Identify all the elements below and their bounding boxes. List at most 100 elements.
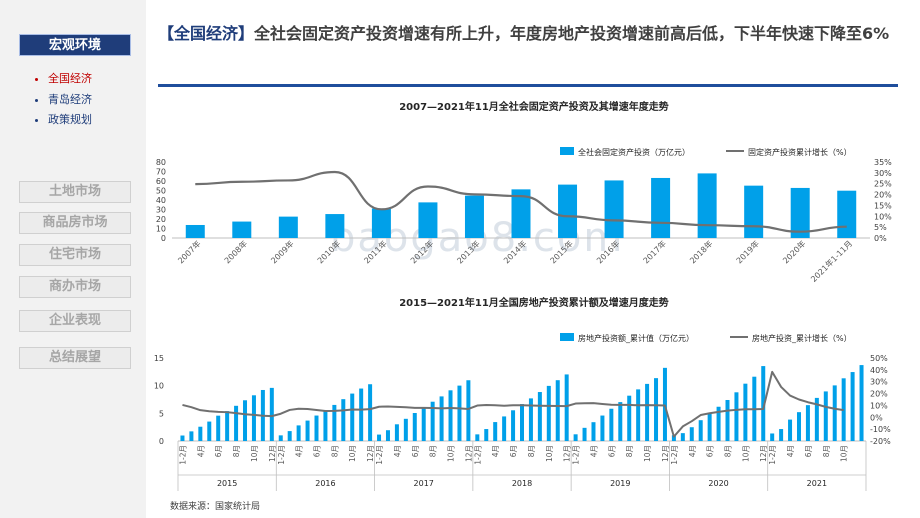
x-tick-label: 8月: [625, 445, 634, 457]
title-divider: [158, 84, 898, 87]
nav-button-office[interactable]: 商办市场: [19, 276, 131, 298]
nav-button-commercial-housing[interactable]: 商品房市场: [19, 212, 131, 234]
x-tick-label: 2008年: [222, 238, 249, 265]
y-left-tick-label: 20: [156, 215, 166, 224]
bar: [475, 434, 480, 441]
legend-label-line: 房地产投资_累计增长（%）: [752, 333, 852, 343]
y-right-tick-label: 20%: [874, 191, 892, 200]
nav-tab-macro[interactable]: 宏观环境: [19, 34, 131, 56]
y-left-tick-label: 50: [156, 187, 166, 196]
x-tick-label: 1-2月: [375, 445, 384, 465]
sidebar: 宏观环境 全国经济 青岛经济 政策规划 土地市场 商品房市场 住宅市场 商办市场…: [0, 0, 146, 518]
chart-title: 2007—2021年11月全社会固定资产投资及其增速年度走势: [399, 100, 669, 113]
x-tick-label: 2016年: [594, 238, 621, 265]
bar: [743, 383, 748, 441]
x-tick-label: 6月: [607, 445, 616, 457]
bar: [520, 404, 524, 441]
y-left-tick-label: 40: [156, 196, 166, 205]
bar: [716, 406, 721, 441]
nav-button-land[interactable]: 土地市场: [19, 181, 131, 203]
year-label: 2020: [708, 479, 728, 488]
bullet-icon: [35, 118, 38, 122]
bar: [645, 383, 650, 441]
x-tick-label: 12月: [661, 445, 670, 462]
subnav-item-qingdao-economy[interactable]: 青岛经济: [35, 91, 92, 107]
x-tick-label: 10月: [250, 445, 259, 462]
nav-button-enterprise[interactable]: 企业表现: [19, 310, 131, 332]
x-tick-label: 2015年: [548, 238, 575, 265]
year-label: 2021: [807, 479, 827, 488]
x-tick-label: 8月: [330, 445, 339, 457]
x-tick-label: 2010年: [315, 238, 342, 265]
x-tick-label: 10月: [741, 445, 750, 462]
bar: [225, 411, 230, 441]
x-tick-label: 1-2月: [277, 445, 286, 465]
x-tick-label: 2017年: [641, 238, 668, 265]
bar: [573, 434, 578, 441]
bar: [734, 392, 739, 441]
bar: [502, 416, 507, 441]
bar: [243, 400, 248, 441]
bar: [582, 427, 587, 441]
bar: [511, 189, 531, 238]
bar: [278, 435, 283, 441]
x-tick-label: 6月: [706, 445, 715, 457]
year-label: 2016: [315, 479, 335, 488]
bar: [689, 427, 694, 441]
x-tick-label: 8月: [527, 445, 536, 457]
bar: [377, 434, 382, 441]
chart-title: 2015—2021年11月全国房地产投资累计额及增速月度走势: [399, 296, 669, 309]
bar: [796, 412, 801, 441]
bar: [368, 384, 373, 441]
bar: [287, 431, 292, 441]
bar: [269, 387, 274, 441]
bar: [305, 420, 310, 441]
bar: [564, 374, 569, 441]
bar: [216, 415, 221, 441]
bar: [761, 366, 766, 441]
nav-button-summary[interactable]: 总结展望: [19, 347, 131, 369]
y-right-tick-label: 10%: [874, 212, 892, 221]
y-right-tick-label: -20%: [870, 437, 891, 446]
bar: [296, 425, 301, 441]
bar: [770, 433, 775, 441]
bar: [511, 410, 516, 441]
y-right-tick-label: 15%: [874, 201, 892, 210]
subnav-item-policy[interactable]: 政策规划: [35, 111, 92, 127]
bar: [654, 378, 659, 441]
bar: [823, 391, 828, 441]
y-right-tick-label: 5%: [874, 223, 887, 232]
year-label: 2019: [610, 479, 630, 488]
y-right-tick-label: 35%: [874, 158, 892, 167]
legend-label-line: 固定资产投资累计增长（%）: [748, 147, 852, 157]
bar: [604, 180, 624, 238]
x-tick-label: 2018年: [687, 238, 714, 265]
bar: [341, 399, 346, 441]
bar: [697, 173, 717, 238]
x-tick-label: 4月: [589, 445, 598, 457]
subnav-item-national-economy[interactable]: 全国经济: [35, 70, 92, 86]
bar: [430, 401, 435, 441]
bar: [278, 216, 298, 238]
bar: [636, 389, 641, 441]
x-tick-label: 12月: [759, 445, 768, 462]
bar: [832, 385, 837, 441]
chart-real-estate-investment: 2015—2021年11月全国房地产投资累计额及增速月度走势房地产投资额_累计值…: [154, 296, 891, 491]
y-right-tick-label: 40%: [870, 366, 888, 375]
legend-swatch-bar: [560, 333, 574, 341]
bar: [385, 430, 390, 441]
x-tick-label: 6月: [411, 445, 420, 457]
x-tick-label: 10月: [545, 445, 554, 462]
nav-button-residential[interactable]: 住宅市场: [19, 244, 131, 266]
year-label: 2017: [414, 479, 434, 488]
x-tick-label: 10月: [840, 445, 849, 462]
bar: [537, 392, 542, 441]
x-tick-label: 1-2月: [572, 445, 581, 465]
y-left-tick-label: 0: [161, 234, 166, 243]
y-left-tick-label: 30: [156, 206, 166, 215]
headline-text: 全社会固定资产投资增速有所上升，年度房地产投资增速前高后低，下半年快速下降至6%: [254, 24, 890, 43]
x-tick-label: 12月: [464, 445, 473, 462]
legend-label-bar: 房地产投资额_累计值（万亿元）: [578, 333, 694, 343]
chart-fixed-investment: 2007—2021年11月全社会固定资产投资及其增速年度走势全社会固定资产投资（…: [156, 100, 892, 284]
bar: [555, 380, 560, 441]
